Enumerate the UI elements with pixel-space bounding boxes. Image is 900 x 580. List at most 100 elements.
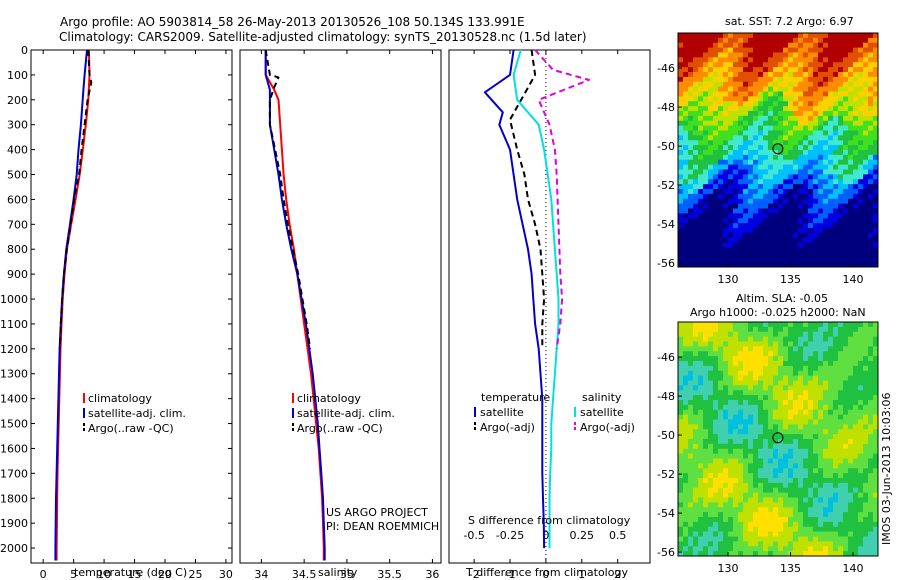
map-cell bbox=[828, 179, 834, 185]
map-cell bbox=[743, 434, 749, 440]
map-cell bbox=[768, 159, 774, 166]
map-cell bbox=[783, 326, 789, 333]
map-cell bbox=[808, 67, 814, 73]
map-cell bbox=[778, 193, 784, 200]
map-cell bbox=[773, 380, 779, 386]
map-cell bbox=[748, 86, 754, 92]
map-cell bbox=[818, 33, 824, 39]
map-cell bbox=[753, 76, 759, 83]
map-cell bbox=[748, 336, 754, 342]
map-cell bbox=[833, 526, 839, 533]
map-cell bbox=[753, 541, 759, 547]
map-cell bbox=[808, 356, 814, 362]
map-x-tick-label: 140 bbox=[843, 562, 864, 575]
map-cell bbox=[763, 91, 769, 97]
map-cell bbox=[678, 91, 684, 97]
map-cell bbox=[843, 189, 849, 195]
map-cell bbox=[783, 154, 789, 161]
map-cell bbox=[773, 203, 779, 209]
map-cell bbox=[798, 135, 804, 141]
map-cell bbox=[818, 154, 824, 161]
map-cell bbox=[868, 395, 874, 401]
map-cell bbox=[838, 492, 844, 498]
map-cell bbox=[778, 232, 784, 239]
map-cell bbox=[683, 76, 689, 83]
map-cell bbox=[788, 140, 794, 146]
map-cell bbox=[803, 120, 809, 127]
map-cell bbox=[783, 370, 789, 377]
map-cell bbox=[708, 198, 714, 205]
map-cell bbox=[788, 409, 794, 416]
map-cell bbox=[678, 115, 684, 122]
map-cell bbox=[723, 213, 729, 219]
map-cell bbox=[833, 443, 839, 450]
map-cell bbox=[873, 322, 879, 328]
map-cell bbox=[808, 458, 814, 464]
map-cell bbox=[853, 86, 859, 92]
map-cell bbox=[778, 223, 784, 229]
map-cell bbox=[868, 502, 874, 508]
map-cell bbox=[808, 115, 814, 122]
map-cell bbox=[838, 531, 844, 537]
map-cell bbox=[858, 419, 864, 425]
map-cell bbox=[728, 228, 734, 234]
map-cell bbox=[758, 536, 764, 542]
map-cell bbox=[803, 502, 809, 508]
map-cell bbox=[808, 189, 814, 195]
map-cell bbox=[738, 96, 744, 102]
map-cell bbox=[848, 208, 854, 214]
map-cell bbox=[753, 551, 759, 557]
map-cell bbox=[743, 536, 749, 542]
map-cell bbox=[693, 390, 699, 396]
map-cell bbox=[833, 67, 839, 73]
map-cell bbox=[723, 419, 729, 425]
map-cell bbox=[678, 81, 684, 88]
map-cell bbox=[823, 252, 829, 258]
map-cell bbox=[808, 409, 814, 416]
map-cell bbox=[768, 62, 774, 68]
map-cell bbox=[828, 370, 834, 377]
map-cell bbox=[728, 521, 734, 528]
map-cell bbox=[758, 228, 764, 234]
map-cell bbox=[798, 91, 804, 97]
map-cell bbox=[798, 453, 804, 459]
map-cell bbox=[798, 414, 804, 420]
map-cell bbox=[763, 370, 769, 377]
map-cell bbox=[833, 252, 839, 258]
map-cell bbox=[848, 541, 854, 547]
map-cell bbox=[848, 507, 854, 513]
map-cell bbox=[828, 37, 834, 44]
map-cell bbox=[698, 91, 704, 97]
map-cell bbox=[783, 47, 789, 53]
map-cell bbox=[758, 135, 764, 141]
map-cell bbox=[748, 111, 754, 117]
temperature-series bbox=[54, 49, 93, 561]
map-cell bbox=[818, 331, 824, 338]
map-cell bbox=[813, 341, 819, 347]
map-cell bbox=[763, 361, 769, 367]
map-cell bbox=[738, 198, 744, 205]
map-cell bbox=[833, 531, 839, 537]
map-cell bbox=[813, 361, 819, 367]
map-cell bbox=[748, 448, 754, 455]
map-cell bbox=[838, 507, 844, 513]
salinity-satellite-line bbox=[512, 49, 560, 549]
argo-raw-qc-line bbox=[58, 49, 93, 349]
map-cell bbox=[798, 203, 804, 209]
map-cell bbox=[858, 341, 864, 347]
map-cell bbox=[843, 453, 849, 459]
map-cell bbox=[758, 507, 764, 513]
map-cell bbox=[723, 531, 729, 537]
map-cell bbox=[813, 242, 819, 248]
map-cell bbox=[808, 404, 814, 411]
map-cell bbox=[808, 145, 814, 151]
map-cell bbox=[848, 164, 854, 170]
map-cell bbox=[698, 507, 704, 513]
map-cell bbox=[678, 385, 684, 391]
map-cell bbox=[773, 189, 779, 195]
map-cell bbox=[708, 370, 714, 377]
map-cell bbox=[813, 52, 819, 58]
map-cell bbox=[713, 262, 719, 268]
map-cell bbox=[833, 419, 839, 425]
map-cell bbox=[773, 169, 779, 175]
